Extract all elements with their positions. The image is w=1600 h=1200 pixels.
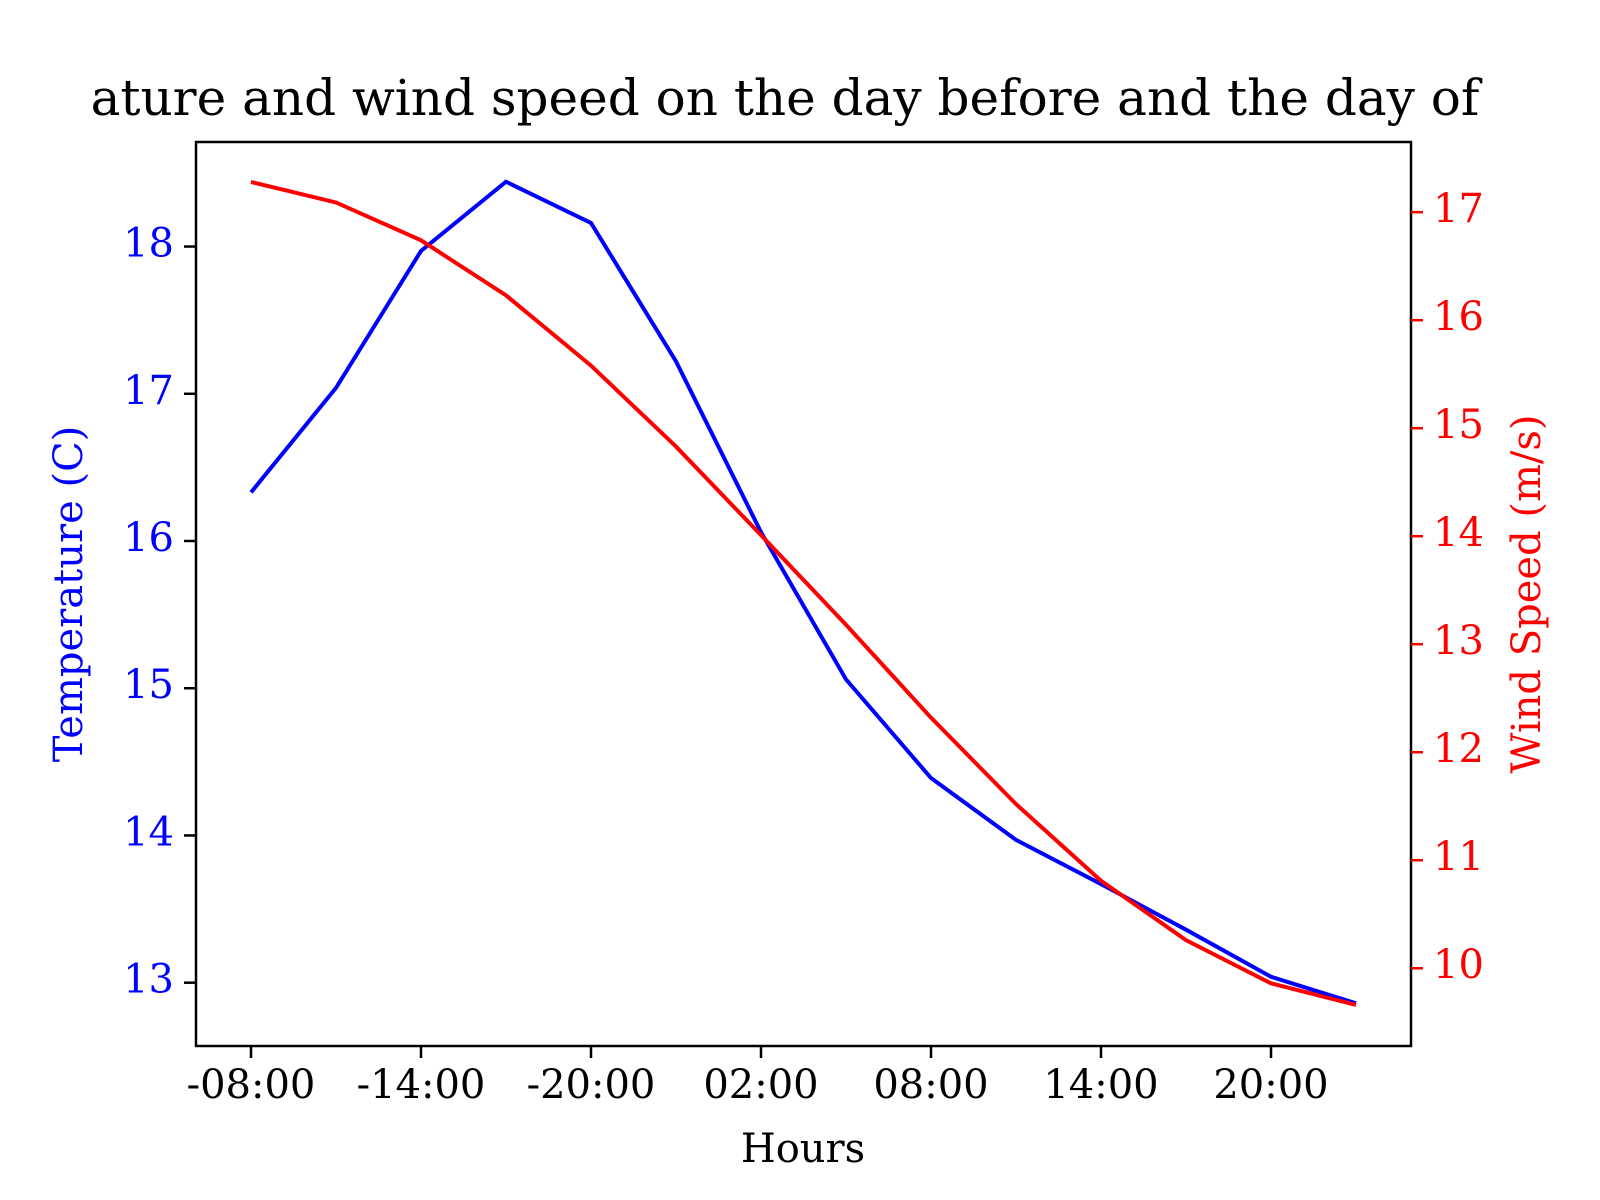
y2-tick-label: 15	[1433, 402, 1484, 448]
y-tick-label: 16	[123, 515, 174, 561]
line-series	[250, 180, 1357, 1007]
x-tick-label: -20:00	[527, 1062, 656, 1108]
line-series	[249, 179, 1357, 1006]
y2-tick-label: 17	[1433, 186, 1484, 232]
y-tick-label: 18	[123, 221, 174, 267]
plot-frame	[194, 140, 1413, 1048]
y-tick-label: 17	[123, 368, 174, 414]
y-tick-label: 13	[123, 957, 174, 1003]
x-tick-label: 02:00	[703, 1062, 818, 1108]
x-tick-label: 14:00	[1043, 1062, 1158, 1108]
y2-tick-label: 10	[1433, 942, 1484, 988]
y2-tick-label: 11	[1433, 834, 1484, 880]
y2-tick-label: 16	[1433, 294, 1484, 340]
y2-tick-label: 13	[1433, 618, 1484, 664]
y-tick-label: 15	[123, 662, 174, 708]
chart-title: ature and wind speed on the day before a…	[91, 69, 1483, 127]
y2-tick-label: 14	[1433, 510, 1484, 556]
y2-axis-label: Wind Speed (m/s)	[1504, 414, 1550, 773]
x-axis-label: Hours	[741, 1126, 865, 1172]
x-tick-label: -08:00	[187, 1062, 316, 1108]
x-tick-label: 08:00	[873, 1062, 988, 1108]
y-axis-label: Temperature (C)	[46, 426, 92, 763]
x-tick-label: 20:00	[1213, 1062, 1328, 1108]
y-tick-label: 14	[123, 809, 174, 855]
x-tick-label: -14:00	[357, 1062, 486, 1108]
y2-tick-label: 12	[1433, 726, 1484, 772]
